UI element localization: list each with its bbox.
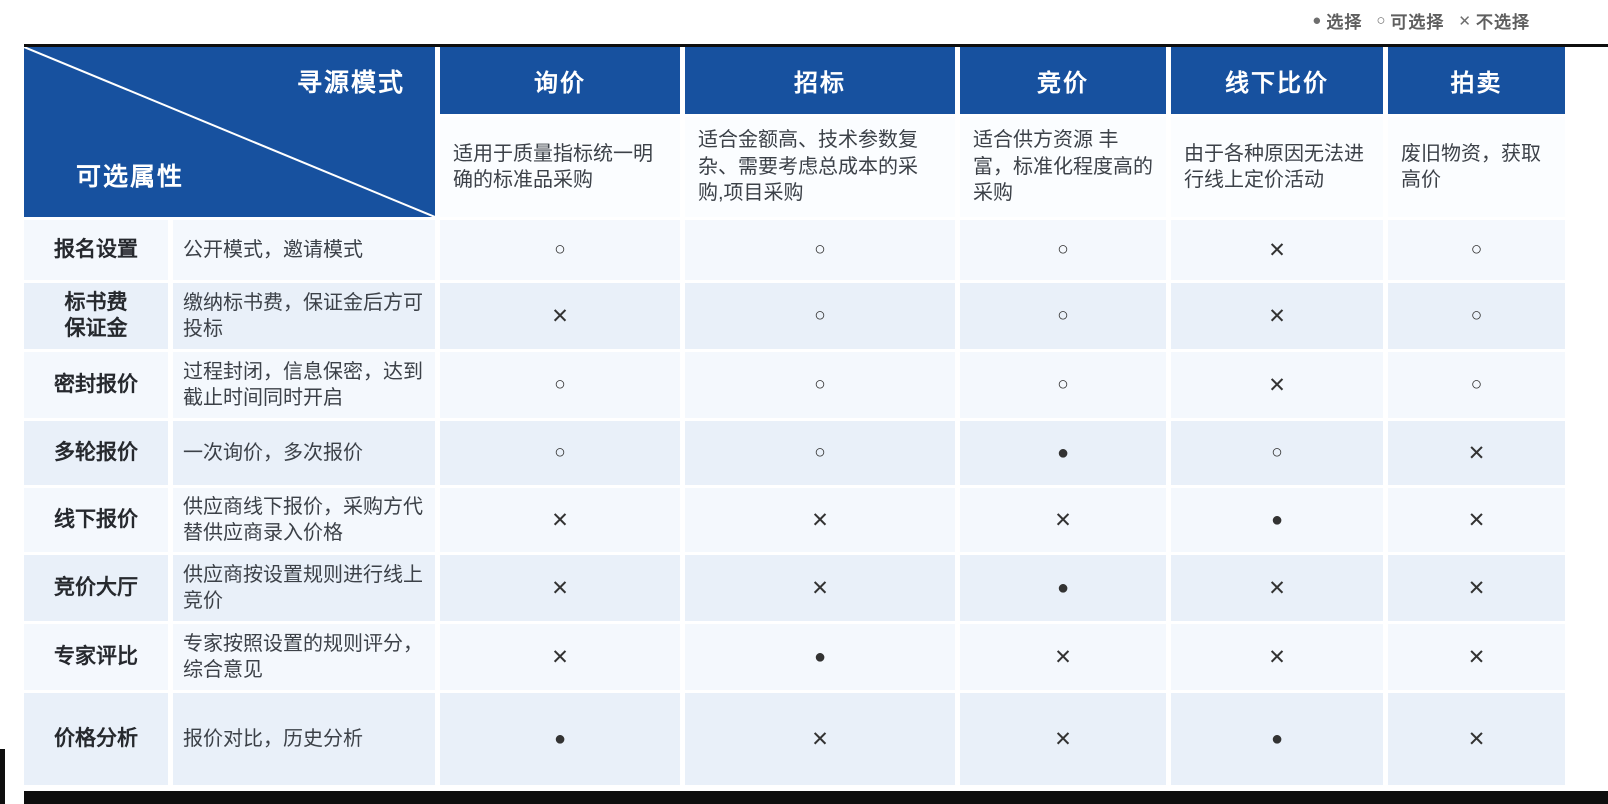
row-label-3: 多轮报价 [24, 421, 168, 485]
matrix-cell-4-0: ✕ [440, 488, 680, 552]
matrix-cell-3-4: ✕ [1388, 421, 1565, 485]
selected-circle-icon: ● [1312, 12, 1322, 29]
matrix-cell-2-4: ○ [1388, 352, 1565, 418]
cross-icon: ✕ [1458, 12, 1471, 30]
matrix-cell-2-2: ○ [960, 352, 1166, 418]
column-description-1: 适合金额高、技术参数复杂、需要考虑总成本的采购,项目采购 [685, 117, 955, 217]
matrix-cell-0-3: ✕ [1171, 220, 1383, 280]
matrix-cell-0-0: ○ [440, 220, 680, 280]
matrix-cell-4-1: ✕ [685, 488, 955, 552]
row-description-6: 专家按照设置的规则评分，综合意见 [173, 624, 435, 690]
matrix-cell-5-1: ✕ [685, 555, 955, 621]
row-label-4: 线下报价 [24, 488, 168, 552]
matrix-cell-6-4: ✕ [1388, 624, 1565, 690]
column-header-2: 竞价 [960, 47, 1166, 114]
row-label-5: 竞价大厅 [24, 555, 168, 621]
matrix-cell-6-3: ✕ [1171, 624, 1383, 690]
column-description-2: 适合供方资源 丰富，标准化程度高的采购 [960, 117, 1166, 217]
matrix-cell-3-3: ○ [1171, 421, 1383, 485]
legend-label-selected: 选择 [1326, 13, 1363, 32]
matrix-cell-7-3: ● [1171, 693, 1383, 785]
legend-item-selected: ● 选择 [1312, 8, 1362, 33]
matrix-cell-3-1: ○ [685, 421, 955, 485]
matrix-cell-0-2: ○ [960, 220, 1166, 280]
column-header-1: 招标 [685, 47, 955, 114]
matrix-cell-0-1: ○ [685, 220, 955, 280]
row-description-5: 供应商按设置规则进行线上竞价 [173, 555, 435, 621]
matrix-cell-1-0: ✕ [440, 283, 680, 349]
corner-header-cell: 寻源模式 可选属性 [24, 47, 435, 217]
frame-bottom-bar [24, 791, 1608, 804]
matrix-cell-6-2: ✕ [960, 624, 1166, 690]
row-label-7: 价格分析 [24, 693, 168, 785]
row-label-0: 报名设置 [24, 220, 168, 280]
matrix-cell-6-1: ● [685, 624, 955, 690]
matrix-cell-1-2: ○ [960, 283, 1166, 349]
matrix-cell-2-1: ○ [685, 352, 955, 418]
row-description-2: 过程封闭，信息保密，达到截止时间同时开启 [173, 352, 435, 418]
legend-label-optional: 可选择 [1390, 13, 1445, 32]
matrix-cell-0-4: ○ [1388, 220, 1565, 280]
row-description-1: 缴纳标书费，保证金后方可投标 [173, 283, 435, 349]
matrix-cell-3-2: ● [960, 421, 1166, 485]
matrix-cell-7-1: ✕ [685, 693, 955, 785]
frame-left-strip [0, 749, 5, 804]
legend: ● 选择 ○ 可选择 ✕ 不选择 [1312, 8, 1530, 33]
matrix-cell-4-4: ✕ [1388, 488, 1565, 552]
column-header-0: 询价 [440, 47, 680, 114]
row-label-2: 密封报价 [24, 352, 168, 418]
matrix-cell-1-1: ○ [685, 283, 955, 349]
row-description-7: 报价对比，历史分析 [173, 693, 435, 785]
diagonal-divider [24, 47, 435, 217]
matrix-cell-5-3: ✕ [1171, 555, 1383, 621]
matrix-cell-1-4: ○ [1388, 283, 1565, 349]
column-description-4: 废旧物资，获取高价 [1388, 117, 1565, 217]
matrix-cell-4-3: ● [1171, 488, 1383, 552]
matrix-cell-5-2: ● [960, 555, 1166, 621]
frame-top-line [24, 44, 1608, 47]
row-label-6: 专家评比 [24, 624, 168, 690]
matrix-cell-7-4: ✕ [1388, 693, 1565, 785]
matrix-cell-4-2: ✕ [960, 488, 1166, 552]
matrix-cell-5-0: ✕ [440, 555, 680, 621]
matrix-cell-6-0: ✕ [440, 624, 680, 690]
column-description-3: 由于各种原因无法进行线上定价活动 [1171, 117, 1383, 217]
matrix-cell-2-0: ○ [440, 352, 680, 418]
matrix-cell-7-0: ● [440, 693, 680, 785]
column-description-0: 适用于质量指标统一明确的标准品采购 [440, 117, 680, 217]
column-header-4: 拍卖 [1388, 47, 1565, 114]
matrix-cell-1-3: ✕ [1171, 283, 1383, 349]
row-description-3: 一次询价，多次报价 [173, 421, 435, 485]
corner-title-attributes: 可选属性 [76, 163, 185, 191]
row-description-4: 供应商线下报价，采购方代替供应商录入价格 [173, 488, 435, 552]
matrix-cell-2-3: ✕ [1171, 352, 1383, 418]
matrix-cell-7-2: ✕ [960, 693, 1166, 785]
legend-item-optional: ○ 可选择 [1376, 8, 1444, 33]
optional-circle-icon: ○ [1376, 12, 1386, 29]
row-description-0: 公开模式，邀请模式 [173, 220, 435, 280]
matrix-cell-3-0: ○ [440, 421, 680, 485]
corner-title-sourcing-mode: 寻源模式 [296, 69, 405, 97]
comparison-table: 寻源模式 可选属性 询价 招标 竞价 线下比价 拍卖 适用于质量指标统一明确的标准品采购适… [24, 47, 1565, 785]
row-label-1: 标书费 保证金 [24, 283, 168, 349]
matrix-cell-5-4: ✕ [1388, 555, 1565, 621]
legend-label-not-selectable: 不选择 [1476, 13, 1530, 32]
column-header-3: 线下比价 [1171, 47, 1383, 114]
legend-item-not-selectable: ✕ 不选择 [1458, 8, 1530, 33]
